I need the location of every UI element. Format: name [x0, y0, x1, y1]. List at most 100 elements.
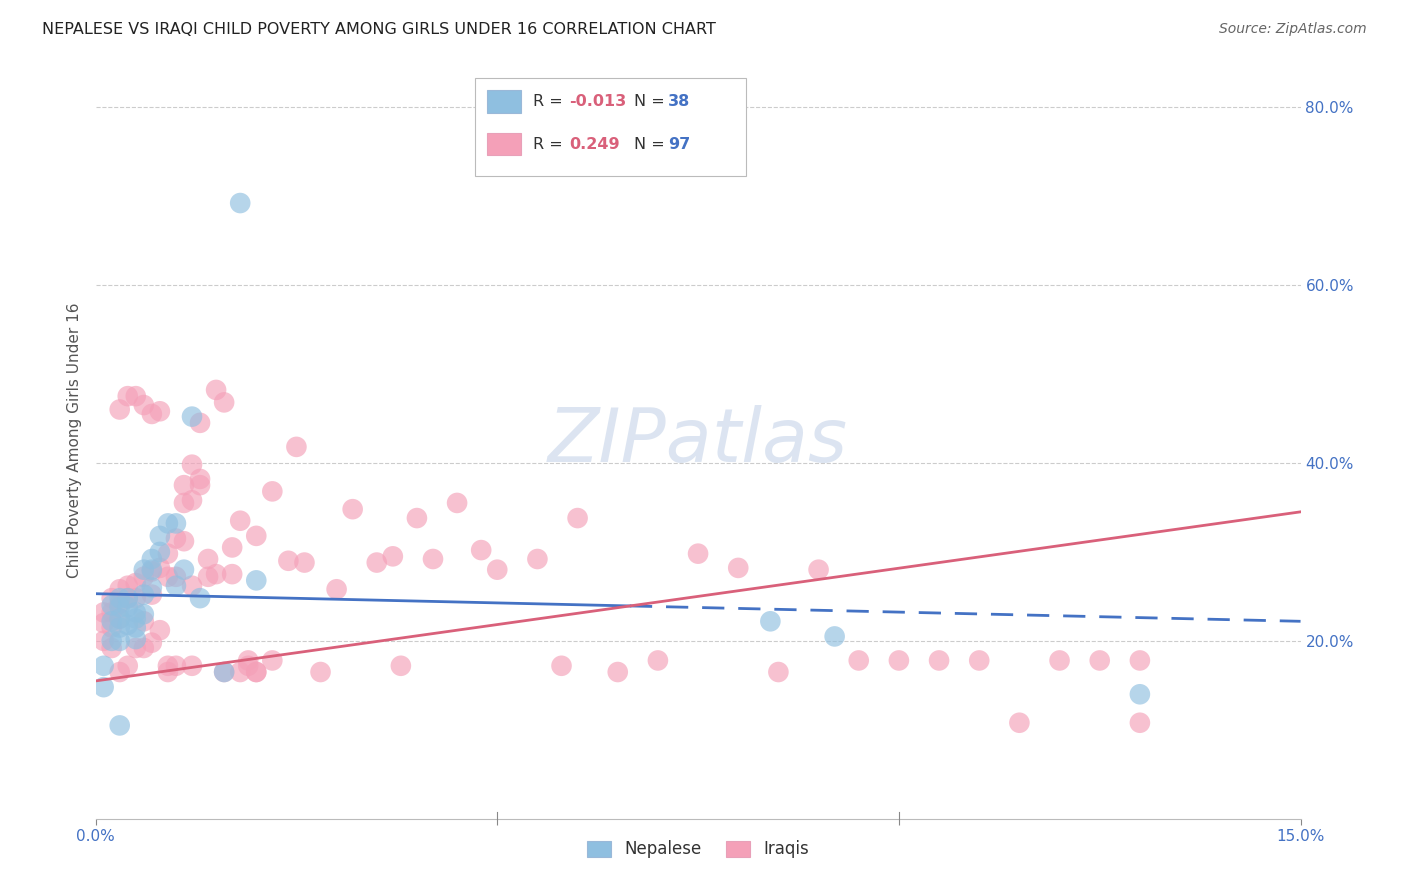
Point [156, 658, 179, 673]
Point [165, 658, 187, 673]
Point [285, 440, 308, 454]
Point [117, 591, 139, 606]
Point [117, 618, 139, 632]
Point [188, 478, 211, 492]
Point [606, 665, 628, 679]
Point [165, 570, 187, 584]
Text: N =: N = [634, 136, 671, 152]
Point [141, 407, 163, 421]
Point [132, 607, 155, 622]
Point [1049, 653, 1071, 667]
Point [173, 563, 195, 577]
Text: R =: R = [533, 95, 568, 110]
Point [446, 496, 468, 510]
Point [100, 621, 122, 635]
Point [173, 534, 195, 549]
Point [848, 653, 870, 667]
Point [149, 545, 172, 559]
Point [156, 665, 179, 679]
Point [149, 404, 172, 418]
Point [294, 556, 316, 570]
Point [389, 658, 412, 673]
Point [759, 615, 782, 629]
Text: N =: N = [634, 95, 671, 110]
Point [928, 653, 950, 667]
Point [141, 635, 163, 649]
Point [156, 547, 179, 561]
Point [205, 383, 228, 397]
Point [197, 570, 219, 584]
Point [245, 665, 267, 679]
Point [93, 606, 115, 620]
Point [277, 554, 299, 568]
Point [117, 658, 139, 673]
Point [125, 612, 148, 626]
Point [108, 612, 131, 626]
Point [93, 633, 115, 648]
Point [342, 502, 364, 516]
Point [325, 582, 347, 597]
Point [245, 574, 267, 588]
Point [117, 579, 139, 593]
FancyBboxPatch shape [488, 133, 522, 155]
Point [212, 665, 235, 679]
Point [550, 658, 572, 673]
Point [967, 653, 990, 667]
Point [125, 606, 148, 620]
Point [245, 665, 267, 679]
Point [262, 484, 284, 499]
Point [149, 529, 172, 543]
Point [149, 623, 172, 637]
Point [1008, 715, 1031, 730]
Point [205, 567, 228, 582]
Point [125, 576, 148, 591]
Text: 0.249: 0.249 [569, 136, 620, 152]
Point [1129, 653, 1152, 667]
Point [212, 665, 235, 679]
Point [132, 398, 155, 412]
Point [165, 579, 187, 593]
Text: 38: 38 [668, 95, 690, 110]
Point [381, 549, 404, 564]
Point [108, 597, 131, 611]
Point [165, 532, 187, 546]
Point [132, 563, 155, 577]
Point [117, 600, 139, 615]
Point [132, 640, 155, 655]
Point [238, 658, 260, 673]
Point [125, 621, 148, 635]
Point [125, 389, 148, 403]
Point [197, 552, 219, 566]
Point [406, 511, 429, 525]
Point [108, 582, 131, 597]
Point [93, 680, 115, 694]
Point [245, 529, 267, 543]
Point [188, 591, 211, 606]
Point [309, 665, 332, 679]
Point [212, 395, 235, 409]
Text: Source: ZipAtlas.com: Source: ZipAtlas.com [1219, 22, 1367, 37]
Point [647, 653, 669, 667]
Point [470, 543, 492, 558]
Point [108, 665, 131, 679]
Point [117, 389, 139, 403]
Point [93, 616, 115, 631]
FancyBboxPatch shape [475, 78, 747, 176]
Point [824, 629, 846, 643]
Point [125, 632, 148, 646]
Point [181, 409, 204, 424]
Point [100, 606, 122, 620]
Point [132, 615, 155, 629]
Point [1129, 687, 1152, 701]
Text: 97: 97 [668, 136, 690, 152]
Point [221, 567, 243, 582]
Point [100, 591, 122, 606]
Point [108, 612, 131, 626]
Point [181, 579, 204, 593]
Point [768, 665, 790, 679]
Point [422, 552, 444, 566]
Point [117, 591, 139, 606]
Point [887, 653, 910, 667]
Point [188, 472, 211, 486]
Point [108, 402, 131, 417]
